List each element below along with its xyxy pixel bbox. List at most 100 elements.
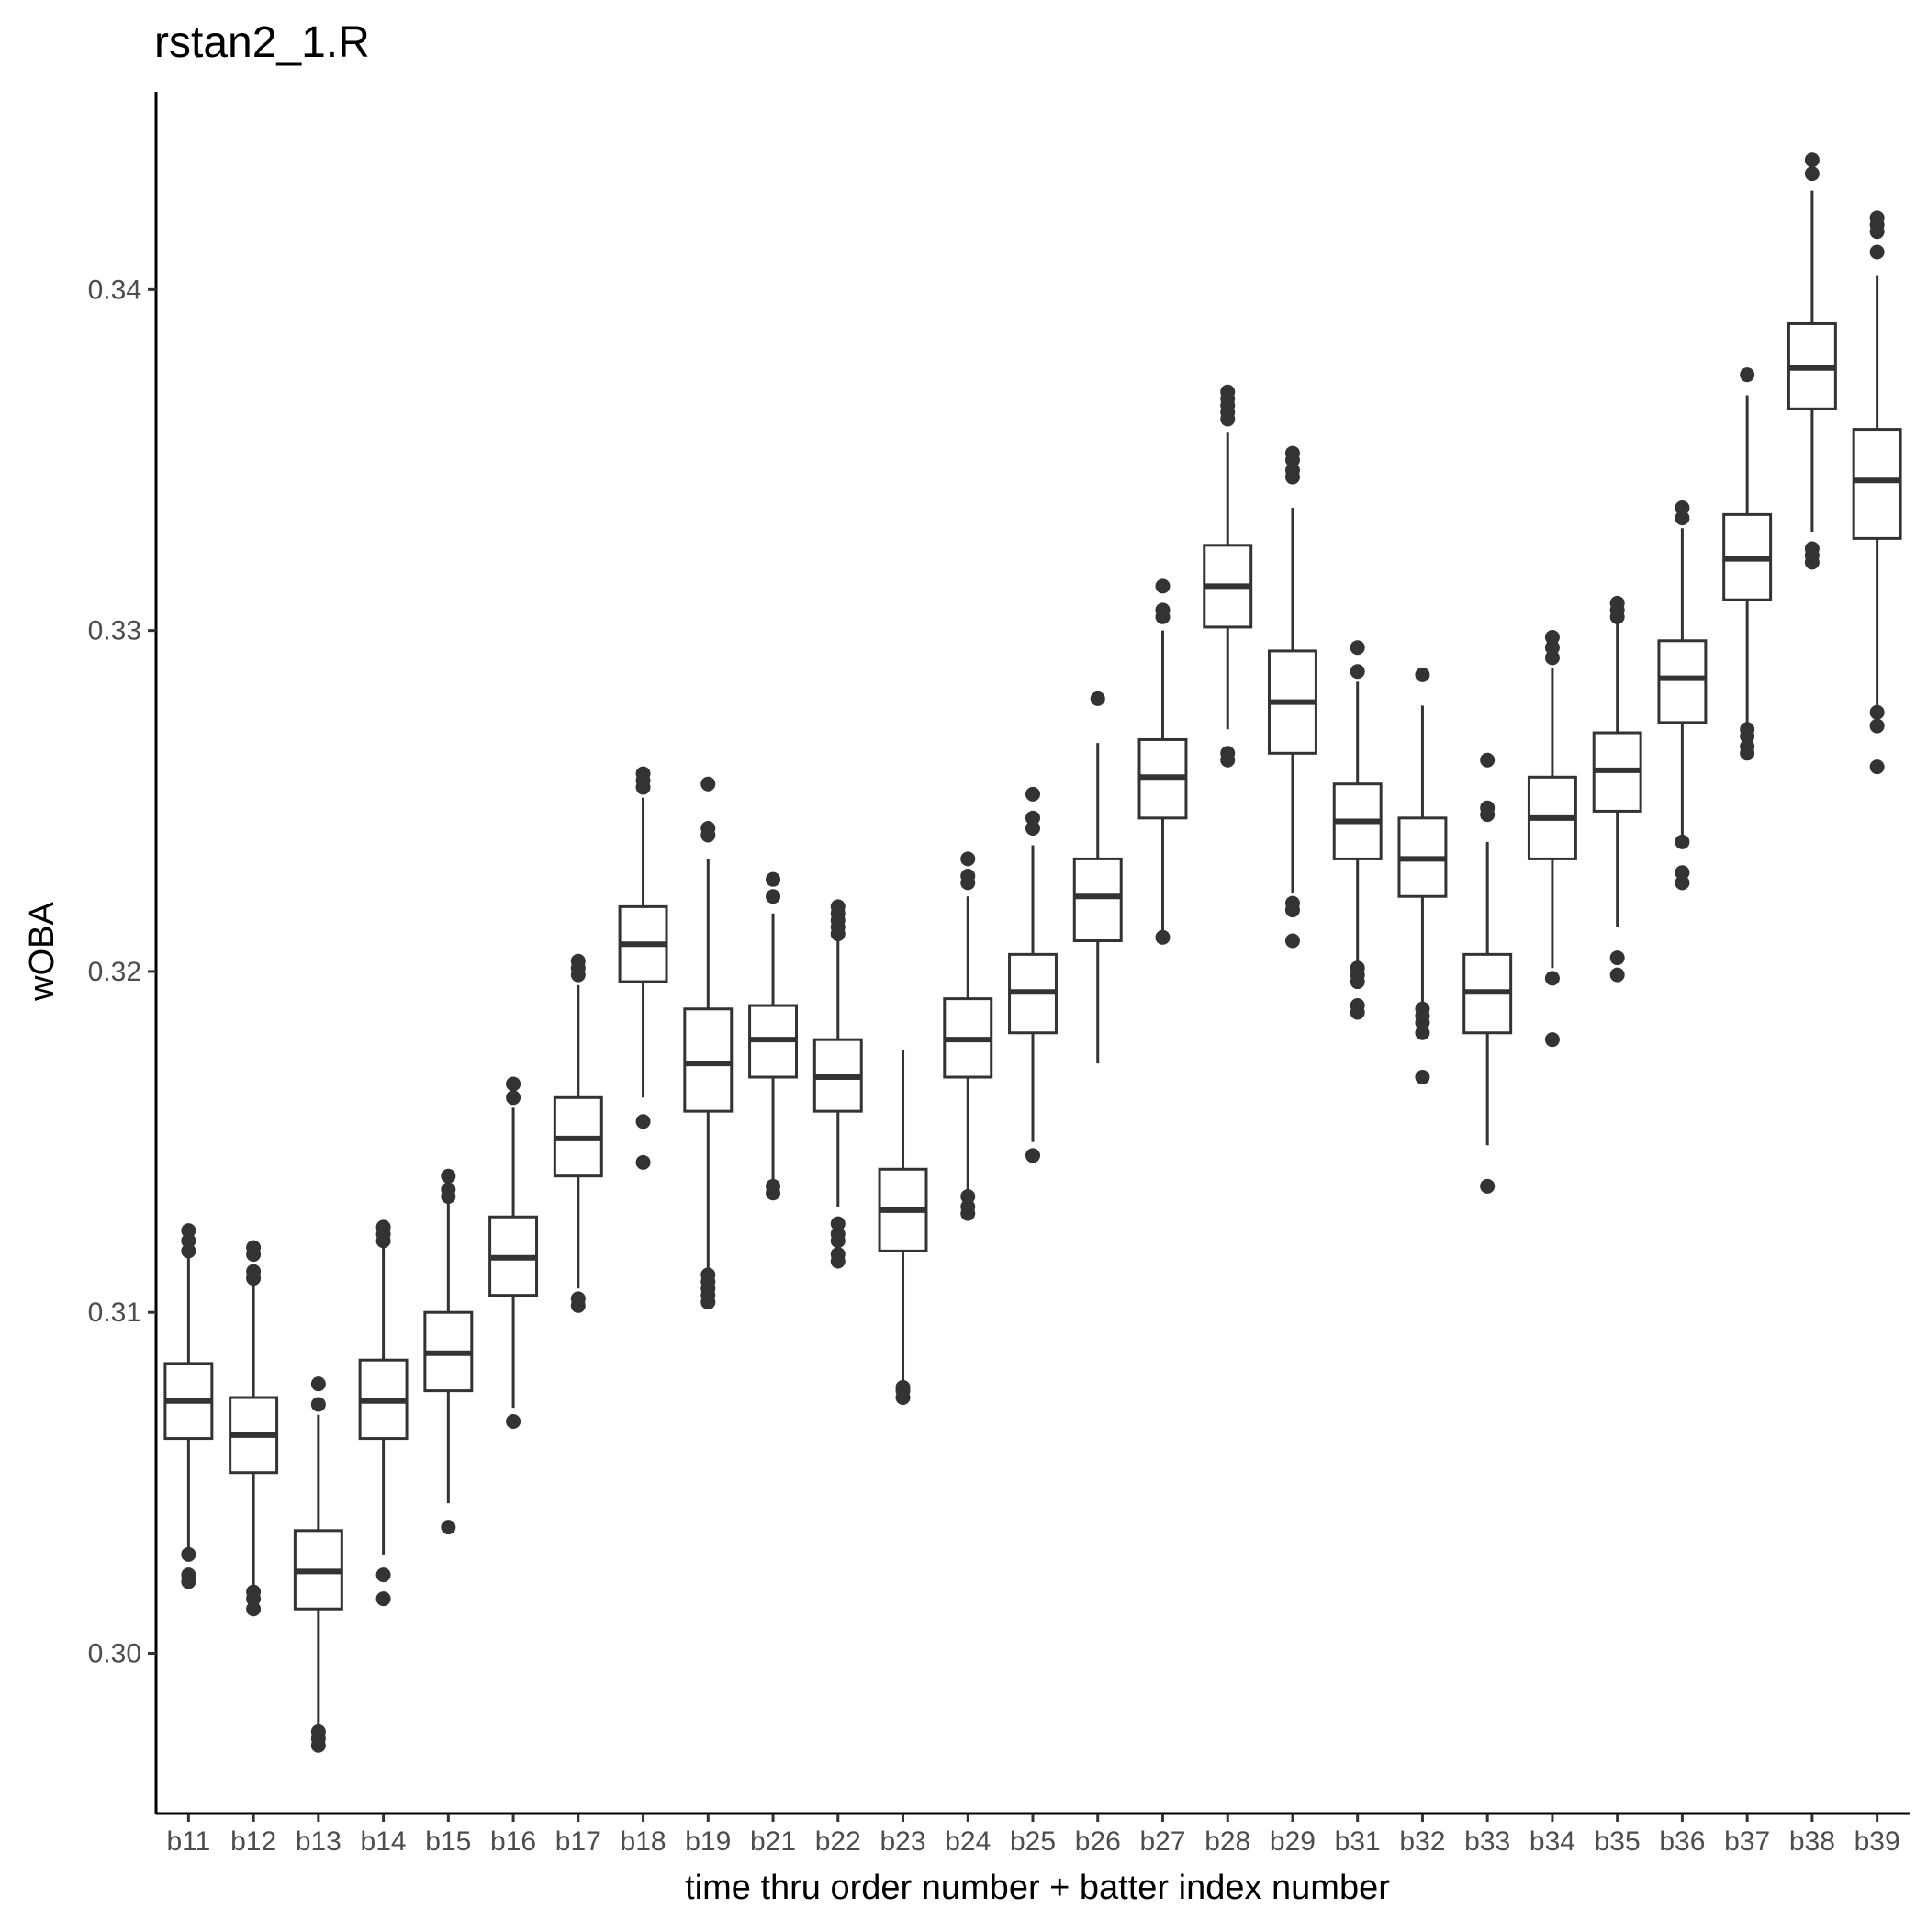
- outlier-point: [1415, 1070, 1430, 1085]
- outlier-point: [181, 1243, 196, 1259]
- outlier-point: [246, 1264, 262, 1279]
- outlier-point: [1220, 746, 1236, 761]
- outlier-point: [1869, 704, 1885, 720]
- outlier-point: [1025, 786, 1040, 802]
- outlier-point: [1090, 691, 1105, 706]
- y-axis-title: wOBA: [23, 902, 62, 1002]
- outlier-point: [1869, 718, 1885, 734]
- outlier-point: [1740, 722, 1755, 737]
- x-tick-label: b18: [621, 1826, 667, 1857]
- outlier-point: [506, 1076, 521, 1092]
- box-iqr: [1072, 857, 1123, 943]
- outlier-point: [700, 820, 716, 836]
- box-b15: [423, 1168, 474, 1535]
- x-tick-label: b11: [166, 1826, 210, 1857]
- y-tick-label: 0.30: [88, 1638, 141, 1668]
- box-b33: [1462, 752, 1513, 1194]
- box-b25: [1008, 786, 1058, 1163]
- outlier-point: [960, 1199, 976, 1215]
- outlier-point: [310, 1737, 326, 1753]
- outlier-point: [1480, 1178, 1496, 1194]
- x-tick-label: b22: [815, 1826, 861, 1857]
- box-b11: [163, 1223, 214, 1589]
- box-b19: [683, 776, 734, 1310]
- y-tick-label: 0.33: [88, 616, 141, 646]
- box-iqr: [1852, 428, 1902, 540]
- outlier-point: [570, 1291, 586, 1307]
- outlier-point: [1415, 667, 1430, 682]
- outlier-point: [375, 1591, 391, 1607]
- outlier-point: [375, 1219, 391, 1235]
- box-b28: [1203, 384, 1253, 768]
- outlier-point: [441, 1168, 456, 1184]
- x-tick-label: b36: [1659, 1826, 1705, 1857]
- x-tick-label: b17: [555, 1826, 601, 1857]
- outlier-point: [246, 1240, 262, 1255]
- x-tick-label: b25: [1010, 1826, 1056, 1857]
- y-tick-label: 0.31: [88, 1297, 141, 1328]
- x-tick-label: b34: [1529, 1826, 1575, 1857]
- outlier-point: [1480, 800, 1496, 815]
- outlier-point: [635, 1154, 651, 1170]
- box-b37: [1722, 367, 1773, 761]
- outlier-point: [766, 889, 781, 904]
- outlier-point: [1675, 875, 1690, 891]
- outlier-point: [1284, 463, 1300, 478]
- outlier-point: [1025, 820, 1040, 836]
- outlier-point: [441, 1520, 456, 1535]
- x-tick-label: b38: [1789, 1826, 1835, 1857]
- outlier-point: [830, 1247, 846, 1263]
- outlier-point: [181, 1223, 196, 1239]
- outlier-point: [246, 1601, 262, 1617]
- box-b22: [812, 899, 863, 1269]
- box-b27: [1137, 578, 1188, 945]
- outlier-point: [1675, 511, 1690, 526]
- outlier-point: [830, 899, 846, 915]
- box-b14: [358, 1219, 409, 1607]
- x-tick-label: b26: [1075, 1826, 1121, 1857]
- outlier-point: [1869, 759, 1885, 775]
- outlier-point: [1284, 933, 1300, 949]
- x-tick-label: b29: [1270, 1826, 1316, 1857]
- outlier-point: [310, 1376, 326, 1392]
- x-tick-label: b14: [361, 1826, 407, 1857]
- y-tick-label: 0.34: [88, 275, 141, 305]
- box-b12: [229, 1240, 279, 1617]
- box-b23: [878, 1050, 928, 1406]
- x-tick-label: b23: [879, 1826, 925, 1857]
- outlier-point: [1544, 640, 1560, 656]
- outlier-point: [1804, 152, 1820, 168]
- outlier-point: [246, 1591, 262, 1607]
- x-axis-title: time thru order number + batter index nu…: [685, 1869, 1390, 1907]
- outlier-point: [1350, 960, 1365, 976]
- outlier-point: [960, 1188, 976, 1204]
- box-b36: [1657, 500, 1708, 891]
- box-b17: [553, 953, 603, 1313]
- box-b34: [1527, 630, 1577, 1048]
- outlier-point: [1284, 895, 1300, 911]
- outlier-point: [1544, 630, 1560, 646]
- outlier-point: [1284, 445, 1300, 461]
- outlier-point: [1025, 1148, 1040, 1163]
- outlier-point: [1804, 541, 1820, 556]
- x-tick-label: b12: [230, 1826, 276, 1857]
- outlier-point: [441, 1182, 456, 1197]
- outlier-point: [1544, 1032, 1560, 1048]
- x-tick-label: b33: [1464, 1826, 1510, 1857]
- box-b39: [1852, 210, 1902, 775]
- outlier-point: [1025, 810, 1040, 826]
- box-b32: [1397, 667, 1448, 1085]
- y-tick-label: 0.32: [88, 957, 141, 987]
- outlier-point: [1740, 367, 1755, 383]
- box-b21: [748, 871, 799, 1201]
- outlier-point: [570, 953, 586, 969]
- x-tick-label: b15: [425, 1826, 471, 1857]
- outlier-point: [830, 1226, 846, 1241]
- outlier-point: [635, 1114, 651, 1129]
- outlier-point: [1415, 1025, 1430, 1040]
- box-b31: [1332, 640, 1383, 1020]
- outlier-point: [766, 1178, 781, 1194]
- box-b26: [1072, 691, 1123, 1064]
- box-b35: [1592, 595, 1642, 983]
